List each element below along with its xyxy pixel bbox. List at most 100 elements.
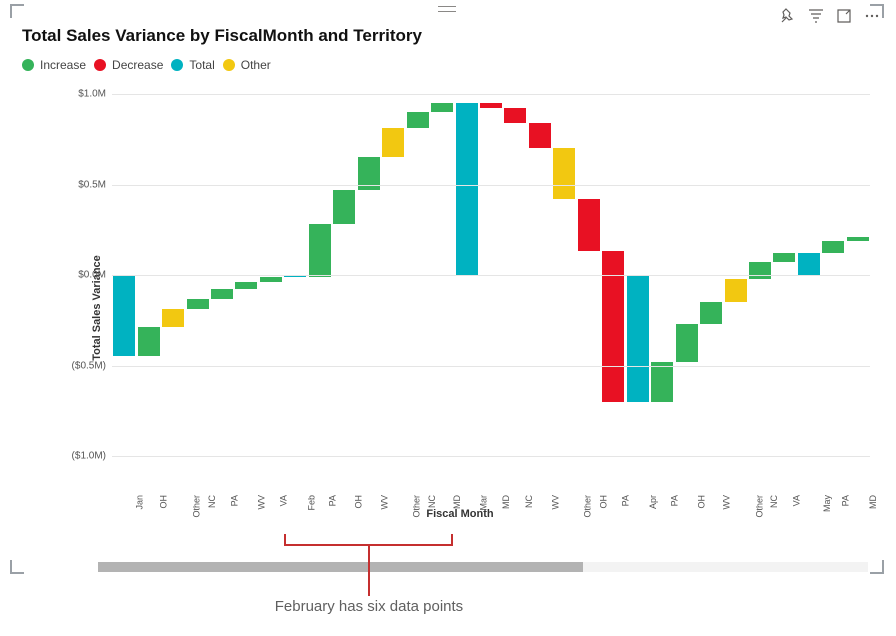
legend-item[interactable]: Increase bbox=[22, 58, 86, 72]
plot-area[interactable]: $1.0M$0.5M$0.0M($0.5M)($1.0M) bbox=[112, 94, 870, 456]
legend-swatch bbox=[94, 59, 106, 71]
y-tick-label: $0.5M bbox=[56, 179, 106, 190]
x-tick-label: OH bbox=[598, 495, 608, 509]
drag-handle[interactable] bbox=[438, 6, 456, 12]
gridline bbox=[112, 275, 870, 276]
resize-handle-br[interactable] bbox=[870, 560, 884, 574]
chart-zone: Total Sales Variance $1.0M$0.5M$0.0M($0.… bbox=[44, 82, 876, 534]
bar-increase[interactable] bbox=[333, 190, 355, 224]
bar-increase[interactable] bbox=[187, 299, 209, 310]
legend: Increase Decrease Total Other bbox=[22, 58, 271, 72]
bar-decrease[interactable] bbox=[504, 108, 526, 122]
bar-increase[interactable] bbox=[676, 324, 698, 362]
legend-item[interactable]: Other bbox=[223, 58, 271, 72]
x-tick-label: MD bbox=[868, 495, 878, 509]
annotation-text: February has six data points bbox=[275, 598, 463, 615]
x-tick-label: WV bbox=[722, 495, 732, 510]
bar-decrease[interactable] bbox=[529, 123, 551, 148]
legend-swatch bbox=[223, 59, 235, 71]
horizontal-scroll-thumb[interactable] bbox=[98, 562, 583, 572]
bar-decrease[interactable] bbox=[578, 199, 600, 251]
y-tick-label: $1.0M bbox=[56, 89, 106, 100]
bar-increase[interactable] bbox=[749, 262, 771, 278]
bar-total[interactable] bbox=[627, 275, 649, 402]
y-tick-label: ($1.0M) bbox=[56, 451, 106, 462]
horizontal-scroll-track[interactable] bbox=[98, 562, 868, 572]
bar-increase[interactable] bbox=[235, 282, 257, 289]
bar-increase[interactable] bbox=[309, 224, 331, 276]
filter-icon[interactable] bbox=[808, 8, 824, 24]
bar-other[interactable] bbox=[162, 309, 184, 327]
x-tick-label: Feb bbox=[307, 495, 317, 511]
bar-other[interactable] bbox=[725, 279, 747, 303]
x-tick-label: PA bbox=[841, 495, 851, 506]
x-tick-label: PA bbox=[670, 495, 680, 506]
x-tick-label: NC bbox=[207, 495, 217, 508]
gridline bbox=[112, 94, 870, 95]
gridline bbox=[112, 366, 870, 367]
x-tick-label: VA bbox=[278, 495, 288, 506]
x-tick-label: Other bbox=[754, 495, 764, 518]
legend-swatch bbox=[171, 59, 183, 71]
x-tick-label: WV bbox=[550, 495, 560, 510]
bar-increase[interactable] bbox=[211, 289, 233, 298]
x-tick-label: PA bbox=[229, 495, 239, 506]
pin-icon[interactable] bbox=[780, 8, 796, 24]
x-tick-label: WV bbox=[379, 495, 389, 510]
legend-label: Decrease bbox=[112, 58, 163, 72]
bar-total[interactable] bbox=[113, 275, 135, 356]
bar-total[interactable] bbox=[456, 103, 478, 275]
bar-increase[interactable] bbox=[847, 237, 869, 241]
x-axis-title: Fiscal Month bbox=[426, 508, 493, 520]
bar-increase[interactable] bbox=[431, 103, 453, 112]
x-tick-label: WV bbox=[257, 495, 267, 510]
legend-item[interactable]: Decrease bbox=[94, 58, 163, 72]
x-tick-label: OH bbox=[158, 495, 168, 509]
x-tick-label: NC bbox=[427, 495, 437, 508]
bar-increase[interactable] bbox=[651, 362, 673, 402]
visual-card: Total Sales Variance by FiscalMonth and … bbox=[10, 4, 884, 574]
x-tick-label: May bbox=[822, 495, 832, 512]
bar-increase[interactable] bbox=[407, 112, 429, 128]
bar-other[interactable] bbox=[553, 148, 575, 199]
x-tick-label: Apr bbox=[648, 495, 658, 509]
annotation-bracket bbox=[284, 534, 453, 546]
bar-total[interactable] bbox=[798, 253, 820, 275]
x-tick-label: NC bbox=[769, 495, 779, 508]
x-tick-label: Other bbox=[583, 495, 593, 518]
legend-label: Other bbox=[241, 58, 271, 72]
y-tick-label: $0.0M bbox=[56, 270, 106, 281]
x-tick-label: OH bbox=[696, 495, 706, 509]
y-tick-label: ($0.5M) bbox=[56, 360, 106, 371]
gridline bbox=[112, 185, 870, 186]
x-tick-label: Jan bbox=[135, 495, 145, 510]
x-tick-label: OH bbox=[354, 495, 364, 509]
legend-label: Total bbox=[189, 58, 214, 72]
legend-swatch bbox=[22, 59, 34, 71]
x-axis-labels: JanOHOtherNCPAWVVAFebPAOHWVOtherNCMDMarM… bbox=[112, 456, 870, 500]
x-tick-label: Other bbox=[412, 495, 422, 518]
bar-increase[interactable] bbox=[138, 327, 160, 356]
more-icon[interactable] bbox=[864, 8, 880, 24]
focus-mode-icon[interactable] bbox=[836, 8, 852, 24]
legend-label: Increase bbox=[40, 58, 86, 72]
x-tick-label: PA bbox=[327, 495, 337, 506]
chart-title: Total Sales Variance by FiscalMonth and … bbox=[22, 26, 422, 46]
bar-increase[interactable] bbox=[822, 241, 844, 254]
x-tick-label: VA bbox=[792, 495, 802, 506]
x-tick-label: Other bbox=[192, 495, 202, 518]
bar-other[interactable] bbox=[382, 128, 404, 157]
legend-item[interactable]: Total bbox=[171, 58, 214, 72]
bar-decrease[interactable] bbox=[480, 103, 502, 108]
bar-decrease[interactable] bbox=[602, 251, 624, 401]
annotation-connector bbox=[368, 546, 370, 596]
resize-handle-bl[interactable] bbox=[10, 560, 24, 574]
x-tick-label: PA bbox=[621, 495, 631, 506]
x-tick-label: MD bbox=[452, 495, 462, 509]
bar-increase[interactable] bbox=[700, 302, 722, 324]
visual-toolbar bbox=[780, 8, 880, 24]
bar-increase[interactable] bbox=[773, 253, 795, 262]
bar-increase[interactable] bbox=[260, 277, 282, 282]
x-tick-label: MD bbox=[501, 495, 511, 509]
resize-handle-tl[interactable] bbox=[10, 4, 24, 18]
